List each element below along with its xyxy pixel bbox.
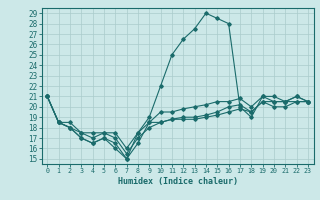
X-axis label: Humidex (Indice chaleur): Humidex (Indice chaleur) (118, 177, 237, 186)
